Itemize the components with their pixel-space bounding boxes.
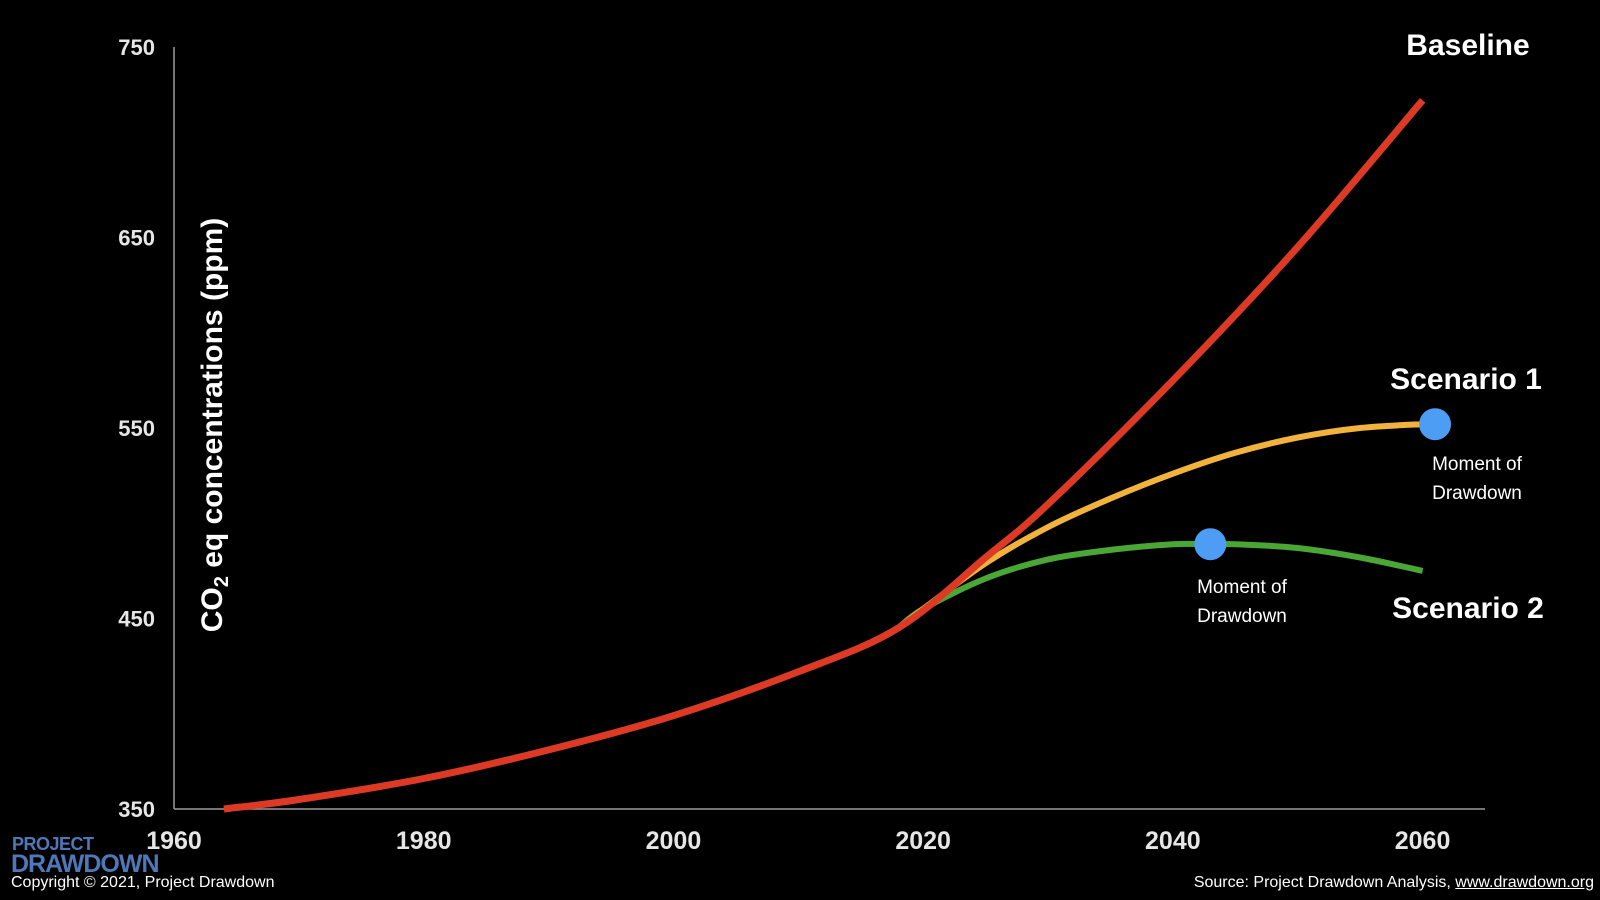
annotation-line: Moment of	[1197, 577, 1287, 598]
x-tick-label: 1960	[146, 827, 202, 855]
y-tick-label: 750	[118, 35, 155, 60]
x-tick-labels: 1960 1980 2000 2020 2040 2060	[146, 827, 1450, 855]
annotation-scenario-1: Moment of Drawdown	[1432, 454, 1522, 504]
x-tick-label: 1980	[396, 827, 452, 855]
y-tick-label: 350	[118, 797, 155, 822]
x-tick-label: 2000	[646, 827, 702, 855]
y-axis-label: CO2 eq concentrations (ppm)	[196, 218, 233, 632]
logo-text-top: PROJECT	[12, 834, 94, 854]
source-link[interactable]: www.drawdown.org	[1455, 874, 1594, 891]
source-attribution: Source: Project Drawdown Analysis, www.d…	[1194, 874, 1594, 892]
axes	[173, 47, 1485, 810]
moment-of-drawdown-marker	[1194, 528, 1227, 561]
annotation-line: Drawdown	[1197, 606, 1287, 627]
series-line-baseline	[223, 98, 1426, 813]
y-axis-label-rest: eq concentrations (ppm)	[196, 218, 229, 576]
drawdown-markers	[1194, 408, 1452, 561]
annotation-scenario-2: Moment of Drawdown	[1197, 577, 1287, 627]
annotation-line: Drawdown	[1432, 483, 1522, 504]
y-axis-label-subscript: 2	[211, 576, 233, 587]
series-lines	[223, 98, 1436, 813]
y-tick-label: 650	[118, 226, 155, 251]
moment-of-drawdown-marker	[1419, 408, 1452, 441]
source-prefix: Source: Project Drawdown Analysis,	[1193, 874, 1456, 891]
x-tick-label: 2040	[1145, 827, 1201, 855]
x-tick-label: 2020	[895, 827, 951, 855]
annotation-line: Moment of	[1432, 454, 1522, 475]
x-tick-label: 2060	[1395, 827, 1451, 855]
series-line-scenario-1	[896, 420, 1436, 631]
series-label-scenario-1: Scenario 1	[1390, 363, 1542, 396]
series-label-baseline: Baseline	[1406, 29, 1529, 62]
y-tick-labels: 350 450 550 650 750	[118, 35, 155, 822]
logo-text-bottom: DRAWDOWN	[11, 850, 159, 878]
series-line-scenario-2	[896, 540, 1424, 631]
copyright-text: Copyright © 2021, Project Drawdown	[11, 874, 275, 891]
project-drawdown-logo: PROJECT DRAWDOWN	[11, 834, 160, 878]
y-tick-label: 550	[118, 416, 155, 441]
y-tick-label: 450	[118, 607, 155, 632]
series-label-scenario-2: Scenario 2	[1392, 592, 1544, 625]
y-axis-label-main: CO	[196, 587, 229, 632]
